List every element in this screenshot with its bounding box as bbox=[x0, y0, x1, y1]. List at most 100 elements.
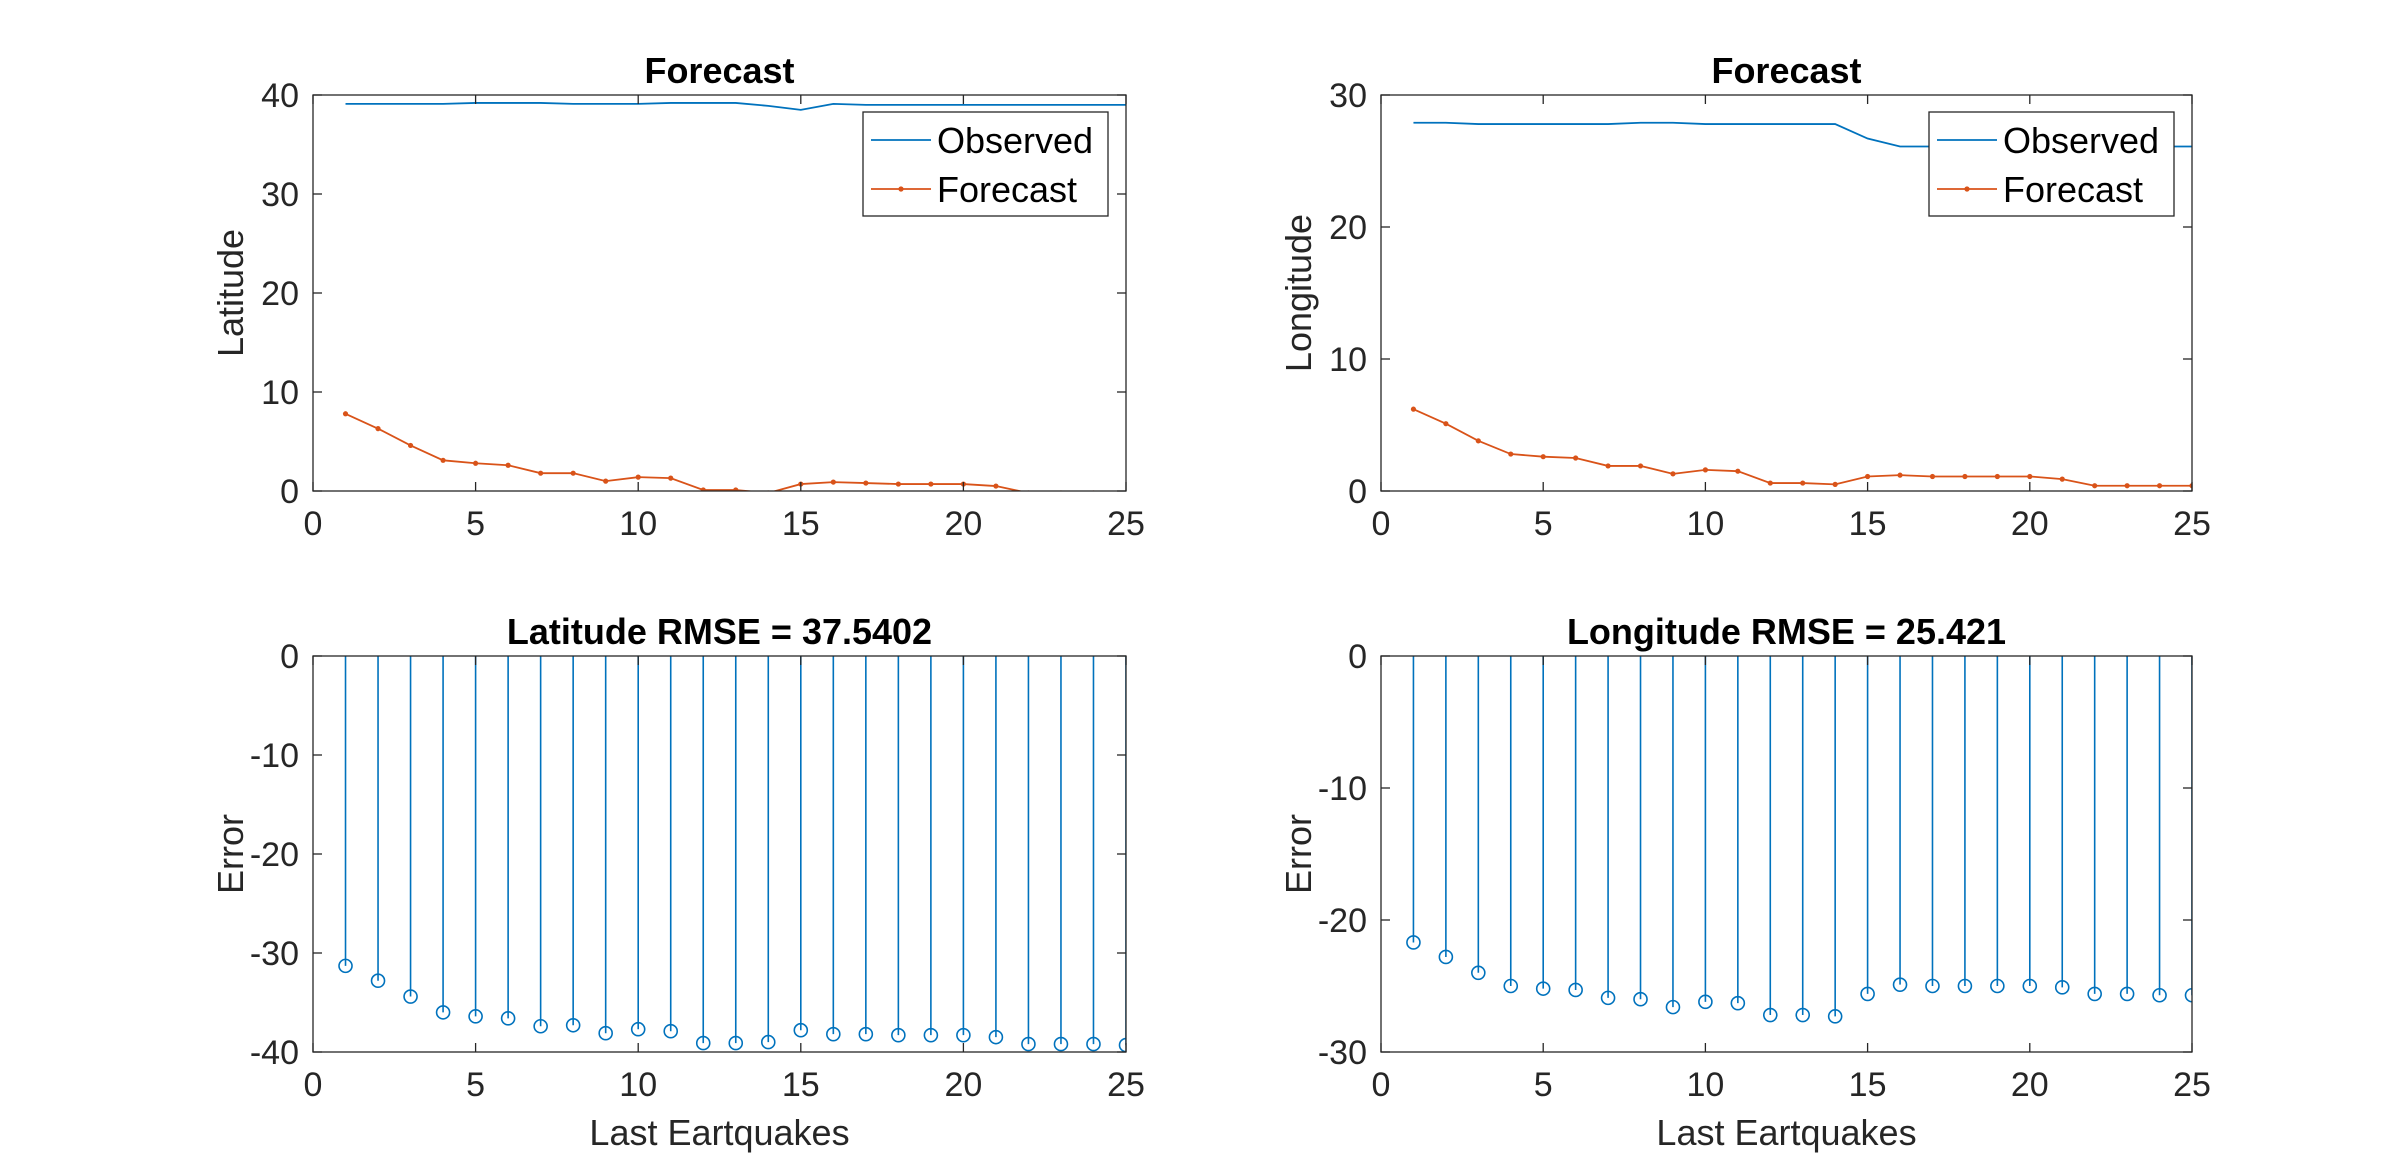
stem-marker-24 bbox=[1086, 1036, 1101, 1052]
y-tick-label: -20 bbox=[1318, 902, 1367, 940]
x-tick-label: 0 bbox=[1372, 505, 1391, 543]
x-axis-label: Last Eartquakes bbox=[1656, 1112, 1916, 1153]
y-tick-label: -20 bbox=[250, 836, 299, 874]
y-tick-label: 30 bbox=[261, 176, 299, 214]
stem-marker-13 bbox=[1795, 1007, 1811, 1023]
x-tick-label: 25 bbox=[2173, 1066, 2211, 1104]
forecast-point-7 bbox=[1605, 463, 1611, 469]
forecast-point-16 bbox=[830, 479, 836, 485]
chart-title: Longitude RMSE = 25.421 bbox=[1567, 611, 2006, 652]
legend-label-forecast: Forecast bbox=[937, 169, 1077, 210]
stem-marker-15 bbox=[1860, 986, 1875, 1002]
stem-marker-4 bbox=[435, 1005, 451, 1020]
legend: Observed Forecast bbox=[862, 111, 1109, 217]
forecast-point-24 bbox=[2156, 483, 2163, 489]
stem-marker-6 bbox=[1568, 982, 1583, 998]
x-tick-label: 25 bbox=[1107, 505, 1145, 543]
stem-marker-18 bbox=[1957, 978, 1973, 994]
plot-area bbox=[1381, 656, 2192, 1052]
y-tick-label: 30 bbox=[1329, 77, 1367, 115]
x-tick-label: 20 bbox=[2011, 505, 2049, 543]
legend-swatch-marker bbox=[898, 186, 904, 192]
forecast-point-16 bbox=[1897, 472, 1903, 478]
stem-marker-22 bbox=[1021, 1036, 1036, 1052]
x-tick-label: 10 bbox=[619, 1066, 657, 1104]
forecast-point-20 bbox=[2027, 473, 2033, 480]
x-tick-label: 15 bbox=[1849, 1066, 1887, 1104]
y-tick-label: 0 bbox=[1348, 638, 1367, 676]
stem-marker-14 bbox=[760, 1034, 776, 1050]
y-axis-label: Longitude bbox=[1278, 214, 1319, 372]
forecast-point-1 bbox=[1410, 406, 1417, 412]
y-tick-label: 0 bbox=[280, 638, 299, 676]
forecast-point-6 bbox=[505, 462, 511, 468]
stem-marker-24 bbox=[2152, 987, 2167, 1003]
forecast-point-11 bbox=[668, 475, 674, 481]
data-layer bbox=[338, 656, 1126, 1052]
stem-marker-25 bbox=[1118, 1037, 1126, 1052]
x-tick-label: 20 bbox=[944, 1066, 982, 1104]
forecast-point-2 bbox=[375, 426, 381, 432]
stem-marker-11 bbox=[1730, 995, 1746, 1011]
stem-marker-17 bbox=[858, 1026, 874, 1042]
chart-title: Latitude RMSE = 37.5402 bbox=[507, 611, 932, 652]
forecast-point-8 bbox=[1637, 463, 1644, 469]
forecast-point-4 bbox=[440, 457, 446, 463]
forecast-point-10 bbox=[1702, 467, 1708, 473]
y-tick-label: 20 bbox=[261, 275, 299, 313]
stem-marker-1 bbox=[338, 958, 353, 974]
forecast-point-10 bbox=[635, 474, 641, 480]
stem-marker-19 bbox=[923, 1027, 939, 1043]
x-tick-label: 25 bbox=[2173, 505, 2211, 543]
stem-marker-9 bbox=[1665, 999, 1681, 1015]
data-layer bbox=[1406, 656, 2192, 1024]
forecast-point-19 bbox=[1994, 473, 2000, 480]
stem-marker-13 bbox=[728, 1035, 744, 1051]
stem-marker-21 bbox=[2054, 980, 2070, 995]
forecast-point-3 bbox=[407, 442, 414, 449]
stem-marker-1 bbox=[1406, 935, 1421, 950]
forecast-point-18 bbox=[1962, 473, 1968, 480]
y-axis-label: Error bbox=[1278, 814, 1319, 894]
y-tick-label: 0 bbox=[280, 473, 299, 511]
x-tick-label: 5 bbox=[466, 505, 485, 543]
x-tick-label: 0 bbox=[1372, 1066, 1391, 1104]
panel-3: 0 5 10 15 20 25 0 -10 -20 -30 -40 Latitude RMSE = 3… bbox=[210, 611, 1145, 1153]
stem-marker-16 bbox=[1892, 977, 1908, 992]
stem-marker-12 bbox=[1762, 1007, 1778, 1023]
legend-swatch-marker bbox=[1964, 186, 1970, 192]
y-tick-label: 10 bbox=[1329, 341, 1367, 379]
x-tick-label: 20 bbox=[944, 505, 982, 543]
legend-label-forecast: Forecast bbox=[2003, 169, 2143, 210]
x-tick-label: 10 bbox=[619, 505, 657, 543]
stem-marker-18 bbox=[891, 1027, 906, 1043]
forecast-point-17 bbox=[1929, 473, 1936, 480]
forecast-point-4 bbox=[1508, 451, 1514, 457]
forecast-point-5 bbox=[1540, 454, 1546, 460]
stem-marker-16 bbox=[826, 1026, 841, 1042]
stem-marker-6 bbox=[500, 1011, 516, 1026]
forecast-point-13 bbox=[1800, 480, 1806, 486]
panel-4: 0 5 10 15 20 25 0 -10 -20 -30 Longitude RMSE = 25.… bbox=[1278, 611, 2211, 1153]
y-axis-label: Latitude bbox=[210, 229, 251, 357]
y-tick-label: -30 bbox=[250, 935, 299, 973]
stem-marker-8 bbox=[1633, 991, 1648, 1007]
x-tick-label: 15 bbox=[1849, 505, 1887, 543]
forecast-point-22 bbox=[2092, 483, 2098, 489]
y-tick-label: -10 bbox=[250, 737, 299, 775]
axes-box bbox=[1380, 94, 2193, 492]
x-tick-label: 0 bbox=[304, 505, 323, 543]
stem-marker-23 bbox=[1053, 1036, 1069, 1052]
legend-label-observed: Observed bbox=[2003, 120, 2159, 161]
x-tick-label: 15 bbox=[782, 1066, 820, 1104]
stem-marker-14 bbox=[1827, 1009, 1843, 1024]
stem-marker-23 bbox=[2119, 986, 2135, 1002]
stem-marker-5 bbox=[1535, 981, 1551, 996]
legend-box bbox=[1928, 111, 2175, 217]
forecast-point-12 bbox=[1767, 480, 1773, 486]
x-tick-label: 20 bbox=[2011, 1066, 2049, 1104]
stem-marker-12 bbox=[695, 1035, 711, 1051]
forecast-point-15 bbox=[1865, 473, 1871, 480]
stem-marker-3 bbox=[403, 989, 418, 1004]
stem-marker-20 bbox=[956, 1027, 971, 1043]
